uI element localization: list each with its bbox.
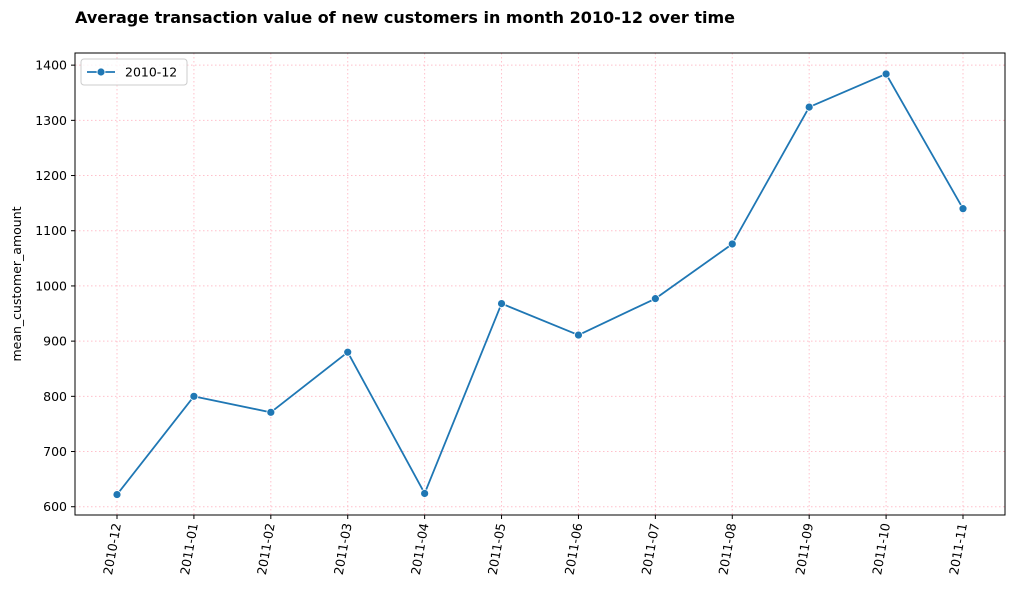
y-axis-label: mean_customer_amount <box>9 206 24 361</box>
y-tick-label: 1200 <box>35 168 67 183</box>
y-tick-label: 1000 <box>35 278 67 293</box>
data-point <box>112 490 122 499</box>
grid <box>75 53 1005 515</box>
data-point <box>266 407 276 417</box>
y-tick-label: 600 <box>43 499 67 514</box>
data-point <box>189 391 199 401</box>
data-point <box>804 102 814 112</box>
x-tick-label: 2011-10 <box>869 522 893 576</box>
legend: 2010-12 <box>80 58 188 86</box>
data-point <box>650 294 660 304</box>
x-tick-label: 2011-02 <box>254 522 278 576</box>
y-axis-ticks: 600 700 800 900 1000 1100 1200 1300 1400 <box>35 58 75 514</box>
x-tick-label: 2011-05 <box>485 522 509 576</box>
x-tick-label: 2011-09 <box>792 522 816 576</box>
data-point <box>420 489 430 498</box>
x-tick-label: 2011-04 <box>408 522 432 576</box>
y-tick-label: 700 <box>43 444 67 459</box>
series-lines <box>116 73 964 496</box>
data-point <box>958 204 968 214</box>
data-point <box>881 69 891 79</box>
x-tick-label: 2011-06 <box>562 522 586 576</box>
y-tick-label: 900 <box>43 334 67 349</box>
x-tick-label: 2011-03 <box>331 522 355 576</box>
legend-marker-swatch <box>96 67 106 77</box>
data-point <box>574 330 583 340</box>
x-axis-ticks: 2010-12 2011-01 2011-02 2011-03 2011-04 2011-… <box>100 515 970 576</box>
x-tick-label: 2011-11 <box>946 522 970 576</box>
series-line <box>116 73 964 496</box>
x-tick-label: 2011-07 <box>638 522 662 576</box>
x-tick-label: 2011-01 <box>177 522 201 576</box>
data-point <box>343 347 353 357</box>
legend-label: 2010-12 <box>125 65 177 80</box>
x-tick-label: 2011-08 <box>715 522 739 576</box>
y-tick-label: 1400 <box>35 58 67 73</box>
y-tick-label: 1100 <box>35 223 67 238</box>
plot-frame <box>74 52 1006 516</box>
data-point <box>497 299 506 308</box>
data-point <box>727 239 737 249</box>
y-tick-label: 800 <box>43 389 67 404</box>
x-tick-label: 2010-12 <box>100 522 124 576</box>
legend-box <box>80 58 188 86</box>
chart-title: Average transaction value of new custome… <box>75 8 735 27</box>
series-markers <box>112 69 968 499</box>
y-tick-label: 1300 <box>35 113 67 128</box>
